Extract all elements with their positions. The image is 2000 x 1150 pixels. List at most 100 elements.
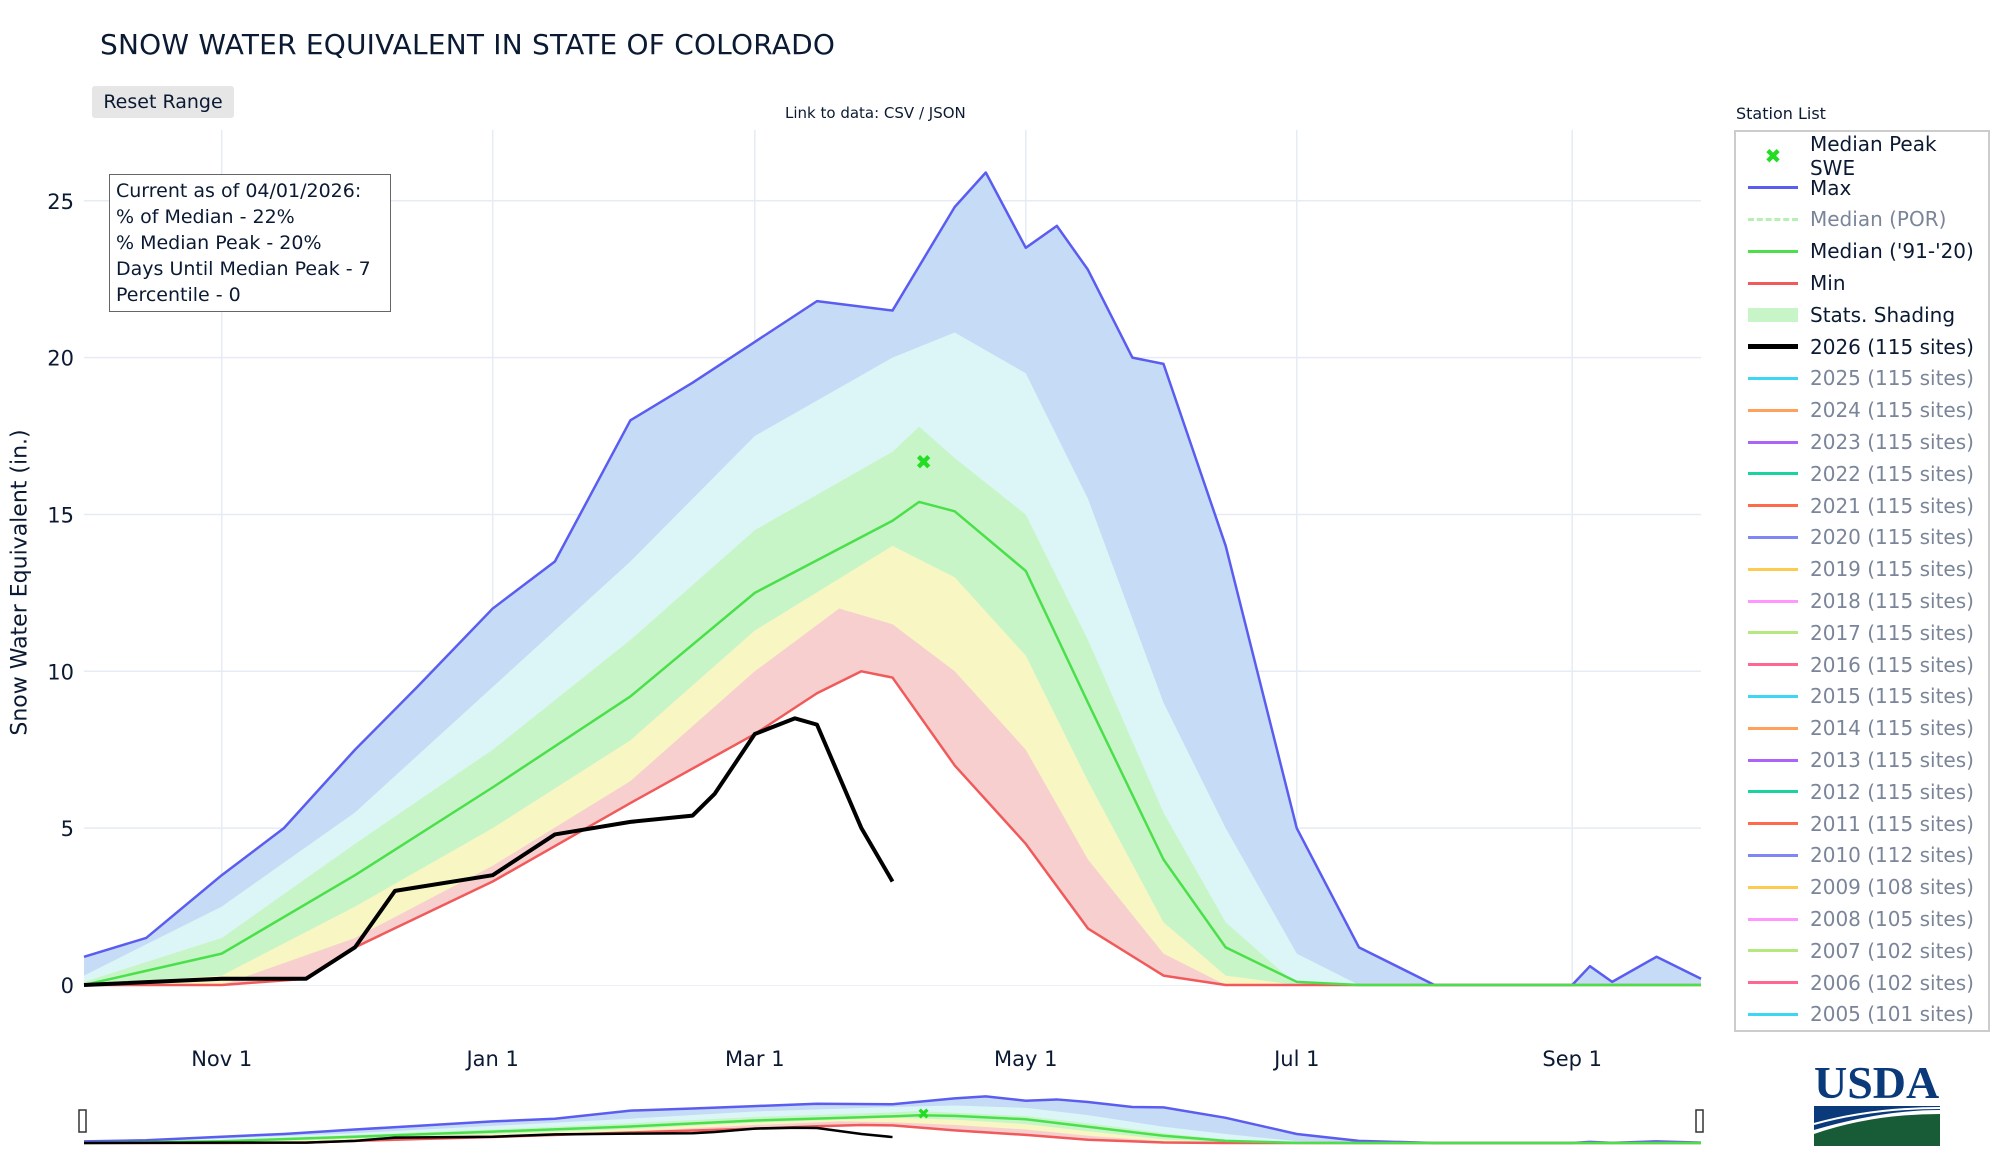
- swe-chart[interactable]: 0 5 10 15 20 25 Nov 1 Jan 1 Mar 1 May 1 Jul 1 Sep 1…: [0, 0, 1720, 1150]
- legend-label: 2008 (105 sites): [1810, 907, 1974, 932]
- reset-range-button[interactable]: Reset Range: [92, 86, 234, 118]
- legend-swatch-icon: ✖: [1764, 143, 1782, 168]
- slider-peak-marker: ✖: [917, 1105, 930, 1123]
- legend-swatch-icon: [1748, 853, 1798, 857]
- legend-item[interactable]: 2022 (115 sites): [1736, 458, 1988, 490]
- legend-swatch-icon: [1748, 726, 1798, 730]
- info-days-until-peak: Days Until Median Peak - 7: [116, 258, 371, 280]
- legend-item[interactable]: Min: [1736, 267, 1988, 299]
- y-axis-label: Snow Water Equivalent (in.): [7, 429, 33, 736]
- legend-item[interactable]: 2025 (115 sites): [1736, 363, 1988, 395]
- legend-swatch-icon: [1748, 790, 1798, 794]
- legend-label: Stats. Shading: [1810, 302, 1956, 327]
- legend-swatch-icon: [1748, 917, 1798, 921]
- legend-label: 2020 (115 sites): [1810, 525, 1974, 550]
- median-peak-marker: ✖: [915, 450, 932, 474]
- legend-swatch-icon: [1748, 599, 1798, 603]
- legend-item[interactable]: 2011 (115 sites): [1736, 808, 1988, 840]
- legend-label: 2023 (115 sites): [1810, 430, 1974, 455]
- legend-item[interactable]: 2013 (115 sites): [1736, 744, 1988, 776]
- info-date: Current as of 04/01/2026:: [116, 180, 362, 202]
- legend-item[interactable]: Median ('91-'20): [1736, 235, 1988, 267]
- range-slider-handle[interactable]: [78, 1109, 87, 1133]
- legend-item[interactable]: 2016 (115 sites): [1736, 649, 1988, 681]
- legend-swatch-icon: [1748, 249, 1798, 253]
- x-tick-label: May 1: [994, 1047, 1057, 1071]
- legend-label: 2025 (115 sites): [1810, 366, 1974, 391]
- legend-item[interactable]: 2007 (102 sites): [1736, 935, 1988, 967]
- chart-title: SNOW WATER EQUIVALENT IN STATE OF COLORA…: [100, 28, 836, 61]
- legend-item[interactable]: Max: [1736, 172, 1988, 204]
- legend-label: 2010 (112 sites): [1810, 843, 1974, 868]
- legend-label: 2015 (115 sites): [1810, 684, 1974, 709]
- data-link[interactable]: Link to data: CSV / JSON: [785, 104, 966, 122]
- legend-swatch-icon: [1748, 376, 1798, 380]
- current-info-box: Current as of 04/01/2026: % of Median - …: [109, 174, 391, 312]
- legend-swatch-icon: [1748, 307, 1798, 322]
- y-tick-label: 25: [47, 190, 74, 214]
- legend-item[interactable]: 2017 (115 sites): [1736, 617, 1988, 649]
- legend-item[interactable]: 2023 (115 sites): [1736, 426, 1988, 458]
- legend-item[interactable]: 2015 (115 sites): [1736, 681, 1988, 713]
- legend-label: 2022 (115 sites): [1810, 461, 1974, 486]
- legend-label: 2024 (115 sites): [1810, 398, 1974, 423]
- legend-label: 2012 (115 sites): [1810, 779, 1974, 804]
- y-tick-label: 15: [47, 503, 74, 527]
- legend-item[interactable]: 2010 (112 sites): [1736, 840, 1988, 872]
- legend-item[interactable]: 2012 (115 sites): [1736, 776, 1988, 808]
- legend-item[interactable]: Median (POR): [1736, 204, 1988, 236]
- info-pct-median: % of Median - 22%: [116, 206, 295, 228]
- legend-label: 2013 (115 sites): [1810, 748, 1974, 773]
- legend-item[interactable]: 2024 (115 sites): [1736, 394, 1988, 426]
- usda-logo: USDA: [1813, 1058, 1941, 1146]
- legend-item[interactable]: 2006 (102 sites): [1736, 967, 1988, 999]
- y-tick-label: 10: [47, 660, 74, 684]
- legend-label: 2018 (115 sites): [1810, 589, 1974, 614]
- legend-swatch-icon: [1748, 663, 1798, 667]
- legend-swatch-icon: [1748, 408, 1798, 412]
- legend-label: Min: [1810, 271, 1846, 296]
- range-slider-handle[interactable]: [1695, 1109, 1704, 1133]
- legend-label: 2019 (115 sites): [1810, 557, 1974, 582]
- legend-item[interactable]: 2014 (115 sites): [1736, 712, 1988, 744]
- slider-series-line: [83, 1114, 1701, 1145]
- x-tick-label: Nov 1: [191, 1047, 252, 1071]
- svg-text:USDA: USDA: [1814, 1058, 1939, 1108]
- legend-swatch-icon: [1748, 758, 1798, 762]
- legend-item[interactable]: 2020 (115 sites): [1736, 522, 1988, 554]
- legend-item[interactable]: 2021 (115 sites): [1736, 490, 1988, 522]
- x-tick-label: Jul 1: [1272, 1047, 1319, 1071]
- legend-label: 2005 (101 sites): [1810, 1002, 1974, 1027]
- legend-swatch-icon: [1748, 344, 1798, 350]
- legend-item[interactable]: ✖ Median Peak SWE: [1736, 132, 1988, 180]
- y-tick-label: 0: [61, 974, 74, 998]
- legend-label: 2014 (115 sites): [1810, 716, 1974, 741]
- legend-label: 2026 (115 sites): [1810, 334, 1974, 359]
- legend-swatch-icon: [1748, 281, 1798, 285]
- legend-swatch-icon: [1748, 504, 1798, 508]
- legend-item[interactable]: 2008 (105 sites): [1736, 903, 1988, 935]
- legend-swatch-icon: [1748, 631, 1798, 635]
- legend-item[interactable]: 2018 (115 sites): [1736, 585, 1988, 617]
- legend-label: 2011 (115 sites): [1810, 811, 1974, 836]
- legend-item[interactable]: 2026 (115 sites): [1736, 331, 1988, 363]
- legend-label: 2009 (108 sites): [1810, 875, 1974, 900]
- series-line: [83, 716, 895, 987]
- legend-item[interactable]: 2019 (115 sites): [1736, 553, 1988, 585]
- legend-swatch-icon: [1748, 1012, 1798, 1016]
- legend-label: 2006 (102 sites): [1810, 970, 1974, 995]
- legend-label: Median ('91-'20): [1810, 239, 1974, 264]
- slider-series-line: [83, 1126, 893, 1145]
- legend-item[interactable]: 2005 (101 sites): [1736, 999, 1988, 1031]
- legend-item[interactable]: 2009 (108 sites): [1736, 871, 1988, 903]
- legend-label: 2007 (102 sites): [1810, 938, 1974, 963]
- legend-swatch-icon: [1748, 535, 1798, 539]
- legend-label: Median Peak SWE: [1809, 131, 1937, 180]
- slider-below-min: [84, 1125, 1701, 1143]
- x-tick-label: Mar 1: [725, 1047, 785, 1071]
- y-tick-label: 20: [47, 347, 74, 371]
- legend-item[interactable]: Stats. Shading: [1736, 299, 1988, 331]
- legend-label: Median (POR): [1810, 207, 1947, 232]
- legend-swatch-icon: [1748, 440, 1798, 444]
- info-percentile: Percentile - 0: [116, 284, 241, 306]
